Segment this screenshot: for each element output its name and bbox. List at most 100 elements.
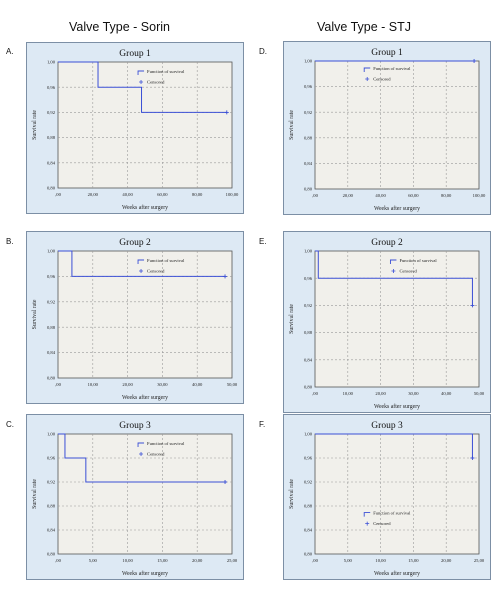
x-tick-label: 20,00 (88, 192, 99, 198)
y-tick-label: 0,80 (304, 385, 313, 391)
legend-line-key (137, 259, 145, 264)
censored-marker (470, 303, 475, 308)
y-tick-label: 1,00 (304, 432, 313, 438)
x-tick-label: 100,00 (473, 193, 486, 199)
x-tick-label: 10,00 (375, 558, 386, 564)
censored-marker (223, 274, 228, 279)
y-tick-label: 0,84 (47, 350, 56, 356)
x-tick-label: 15,00 (157, 558, 168, 564)
censored-marker (223, 480, 228, 484)
x-axis-label: Weeks after surgery (374, 403, 420, 410)
plot-area (314, 60, 480, 190)
legend-label-function-of-survival: Function of survival (147, 258, 185, 263)
y-tick-label: 0,96 (47, 85, 56, 91)
x-tick-label: 5,00 (89, 558, 98, 564)
censored-marker (224, 110, 229, 115)
y-tick-label: 0,80 (304, 552, 313, 558)
legend-label-censored: Censored (399, 269, 417, 274)
legend-censored-key (139, 269, 144, 273)
y-tick-label: 0,88 (47, 135, 56, 141)
y-tick-label: 0,96 (47, 456, 56, 462)
plot-area (314, 250, 480, 388)
x-axis-label: Weeks after surgery (374, 570, 420, 577)
y-tick-label: 0,80 (47, 376, 56, 382)
x-tick-label: ,00 (312, 558, 318, 564)
x-tick-label: ,00 (312, 193, 318, 199)
legend-censored-key (391, 269, 396, 273)
x-tick-label: 10,00 (88, 382, 99, 388)
legend-censored-key (139, 80, 144, 84)
survival-function-line (315, 250, 473, 306)
legend-label-censored: Censored (147, 269, 165, 274)
legend-label-function-of-survival: Function of survival (373, 511, 411, 516)
x-tick-label: 40,00 (192, 382, 203, 388)
legend-line-key (389, 259, 397, 264)
x-tick-label: 80,00 (192, 192, 203, 198)
y-tick-label: 0,84 (304, 161, 313, 167)
x-axis-label: Weeks after surgery (122, 204, 168, 211)
x-tick-label: 20,00 (375, 391, 386, 397)
x-tick-label: ,00 (55, 558, 61, 564)
x-tick-label: 25,00 (474, 558, 485, 564)
x-tick-label: 20,00 (441, 558, 452, 564)
x-tick-label: ,00 (312, 391, 318, 397)
y-axis-label: Survival rate (289, 304, 295, 334)
survival-function-line (58, 61, 227, 113)
survival-function-line (315, 433, 473, 458)
legend-censored-key (365, 77, 370, 81)
panel-label-f: F. (259, 420, 266, 429)
legend-censored-key (139, 452, 144, 456)
chart-title: Group 3 (119, 421, 151, 431)
x-tick-label: 20,00 (343, 193, 354, 199)
legend-label-censored: Censored (373, 521, 391, 526)
x-tick-label: 60,00 (157, 192, 168, 198)
y-tick-label: 0,92 (304, 480, 313, 486)
legend-censored-key (365, 521, 370, 526)
chart-title: Group 1 (371, 48, 403, 58)
legend-line-key (137, 442, 145, 447)
plot-area (57, 250, 233, 379)
y-tick-label: 0,92 (47, 299, 56, 305)
y-tick-label: 1,00 (47, 60, 56, 66)
x-tick-label: 50,00 (474, 391, 485, 397)
x-tick-label: 30,00 (157, 382, 168, 388)
survival-chart-e: Group 2 ,00 10,00 20,00 30,00 40,00 50,00 0,80 0… (283, 231, 491, 413)
x-tick-label: 60,00 (408, 193, 419, 199)
y-tick-label: 0,92 (304, 110, 313, 116)
y-tick-label: 1,00 (47, 432, 56, 438)
legend-line-key (363, 67, 371, 72)
legend-line-key (363, 512, 371, 517)
x-tick-label: ,00 (55, 382, 61, 388)
y-tick-label: 0,92 (47, 480, 56, 486)
x-axis-label: Weeks after surgery (122, 394, 168, 401)
y-tick-label: 0,92 (47, 110, 56, 116)
y-tick-label: 0,96 (47, 274, 56, 280)
legend-label-function-of-survival: Function of survival (399, 258, 437, 263)
x-tick-label: 10,00 (122, 558, 133, 564)
chart-title: Group 2 (371, 238, 403, 248)
legend-label-censored: Censored (147, 80, 165, 85)
y-tick-label: 0,84 (304, 357, 313, 363)
x-tick-label: 50,00 (227, 382, 238, 388)
legend-label-function-of-survival: Function of survival (373, 66, 411, 71)
y-axis-label: Survival rate (289, 110, 295, 140)
x-tick-label: 30,00 (408, 391, 419, 397)
panel-label-c: C. (6, 420, 14, 429)
y-tick-label: 0,96 (304, 456, 313, 462)
survival-chart-a: Group 1 ,00 20,00 40,00 60,00 80,00 100,00 0,80… (26, 42, 244, 214)
survival-chart-d: Group 1 ,00 20,00 40,00 60,00 80,00 100,00 0,80… (283, 41, 491, 215)
panel-label-b: B. (6, 237, 14, 246)
survival-function-line (58, 433, 226, 483)
panel-label-e: E. (259, 237, 267, 246)
y-tick-label: 0,88 (304, 135, 313, 141)
y-axis-label: Survival rate (289, 479, 295, 509)
column-title-stj: Valve Type - STJ (317, 20, 412, 34)
chart-title: Group 2 (119, 238, 151, 248)
y-tick-label: 0,92 (304, 303, 313, 309)
y-tick-label: 0,88 (304, 504, 313, 510)
y-tick-label: 1,00 (304, 59, 313, 65)
x-tick-label: 40,00 (441, 391, 452, 397)
y-tick-label: 0,88 (47, 325, 56, 331)
panel-label-d: D. (259, 47, 267, 56)
